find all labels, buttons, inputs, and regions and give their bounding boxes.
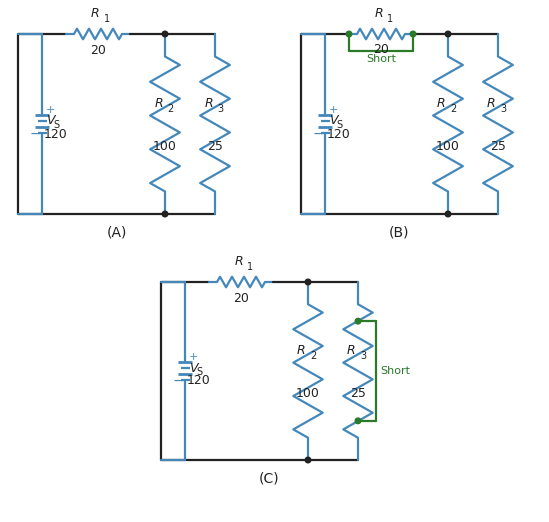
- Text: $V$: $V$: [329, 114, 340, 127]
- Text: $R$: $R$: [91, 7, 100, 20]
- Text: 20: 20: [233, 292, 249, 305]
- Text: 2: 2: [310, 351, 316, 361]
- Text: 120: 120: [44, 127, 68, 140]
- Circle shape: [305, 457, 311, 463]
- Text: $R$: $R$: [373, 7, 383, 20]
- Text: 2: 2: [450, 104, 456, 114]
- Text: 25: 25: [490, 140, 506, 153]
- Circle shape: [410, 31, 416, 37]
- Circle shape: [162, 211, 168, 217]
- Circle shape: [355, 418, 361, 424]
- Text: $R$: $R$: [204, 97, 213, 110]
- Text: S: S: [196, 367, 202, 377]
- Text: 100: 100: [153, 140, 177, 153]
- Text: $R$: $R$: [346, 344, 356, 357]
- Text: 1: 1: [247, 262, 253, 272]
- Text: −: −: [30, 127, 41, 141]
- Text: 3: 3: [360, 351, 366, 361]
- Text: (C): (C): [259, 471, 280, 485]
- Text: 3: 3: [500, 104, 506, 114]
- Text: 25: 25: [350, 387, 366, 400]
- Text: 1: 1: [104, 14, 110, 24]
- Text: Short: Short: [380, 366, 410, 376]
- Text: 100: 100: [436, 140, 460, 153]
- Text: 20: 20: [90, 44, 106, 57]
- Text: 20: 20: [373, 43, 389, 56]
- Text: $R$: $R$: [436, 97, 446, 110]
- Text: $R$: $R$: [233, 255, 243, 268]
- Text: +: +: [46, 105, 55, 115]
- Circle shape: [346, 31, 352, 37]
- Text: 3: 3: [217, 104, 223, 114]
- Text: $V$: $V$: [46, 114, 57, 127]
- Text: $V$: $V$: [189, 362, 200, 374]
- Text: 120: 120: [327, 127, 351, 140]
- Circle shape: [445, 31, 451, 37]
- Circle shape: [305, 279, 311, 285]
- Text: S: S: [53, 120, 59, 130]
- Text: −: −: [312, 127, 324, 141]
- Circle shape: [162, 31, 168, 37]
- Text: $R$: $R$: [486, 97, 496, 110]
- Text: −: −: [172, 374, 184, 388]
- Text: +: +: [329, 105, 338, 115]
- Text: (B): (B): [389, 225, 410, 239]
- Text: $R$: $R$: [296, 344, 306, 357]
- Text: 100: 100: [296, 387, 320, 400]
- Text: 2: 2: [167, 104, 173, 114]
- Text: Short: Short: [366, 54, 396, 64]
- Circle shape: [355, 318, 361, 324]
- Text: 1: 1: [387, 14, 393, 24]
- Text: $R$: $R$: [154, 97, 163, 110]
- Text: S: S: [336, 120, 342, 130]
- Circle shape: [445, 211, 451, 217]
- Text: (A): (A): [107, 225, 127, 239]
- Text: +: +: [189, 352, 198, 362]
- Text: 25: 25: [207, 140, 223, 153]
- Text: 120: 120: [187, 374, 211, 387]
